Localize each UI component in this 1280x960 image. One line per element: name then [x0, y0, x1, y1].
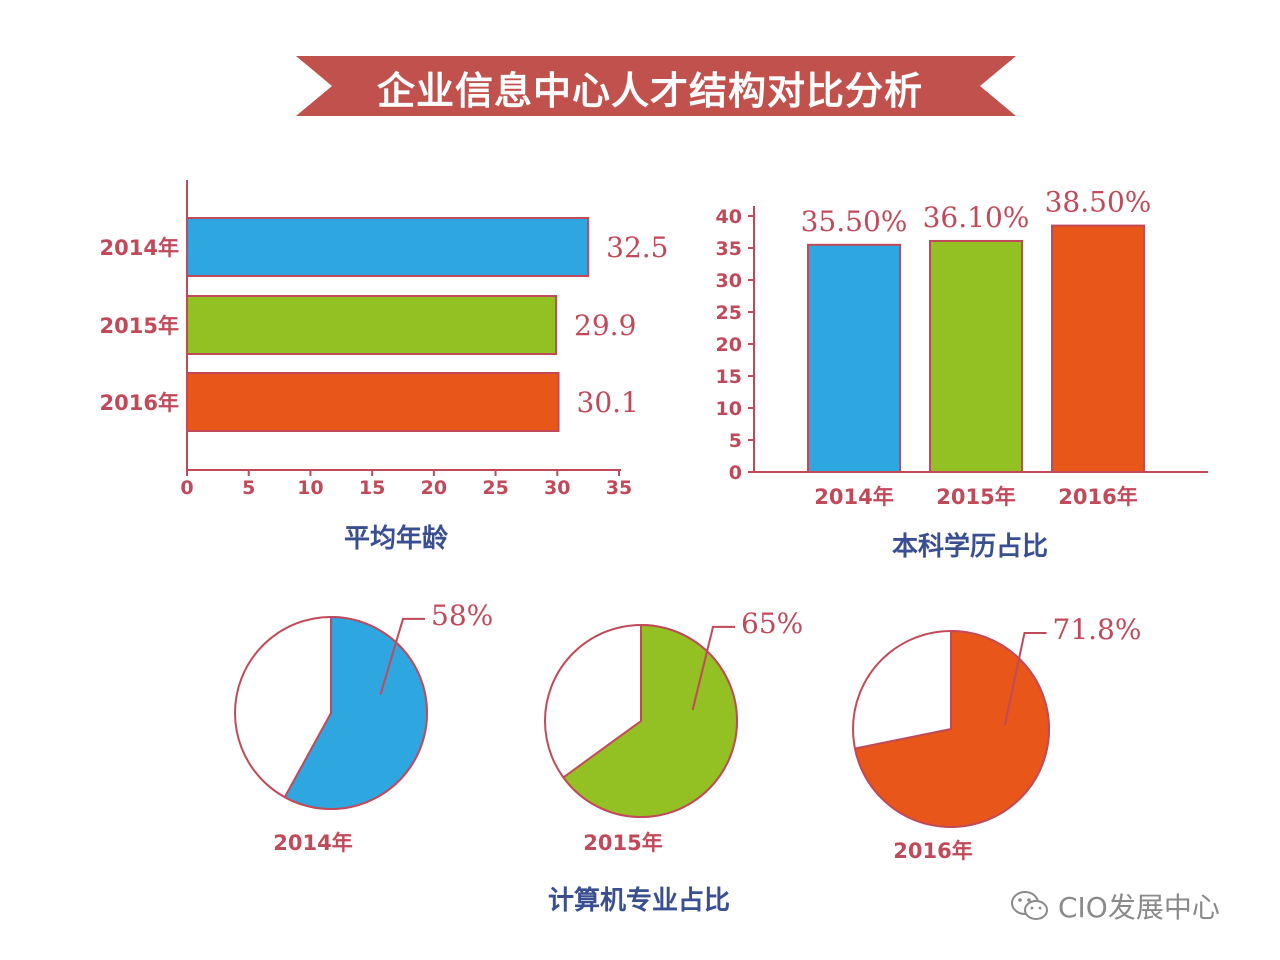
value-label: 65%: [741, 607, 803, 640]
leader-line: [1003, 631, 1047, 726]
wechat-icon: [1011, 891, 1048, 920]
pie-slice: [853, 629, 1050, 828]
y-tick-label: 10: [716, 398, 742, 420]
banner-ribbon: [296, 56, 1016, 116]
pie-slice: [283, 615, 428, 810]
category-label: 2014年: [100, 236, 179, 260]
x-tick-label: 25: [482, 477, 508, 499]
x-tick-label: 30: [544, 477, 570, 499]
x-tick-label: 10: [297, 477, 323, 499]
category-label: 2016年: [1058, 485, 1137, 509]
cs-major-pie-charts: 58% 2014年 65% 2015年 71.8% 2016年: [234, 599, 1142, 863]
y-tick-label: 35: [716, 238, 742, 260]
y-tick-label: 15: [716, 366, 742, 388]
title-banner: [296, 56, 1016, 116]
page-title: 企业信息中心人才结构对比分析: [376, 68, 923, 113]
watermark: CIO发展中心: [1010, 884, 1260, 928]
pie-slice: [561, 623, 738, 818]
y-tick-label: 20: [716, 334, 742, 356]
x-tick-label: 0: [180, 477, 193, 499]
category-label: 2014年: [273, 831, 352, 855]
bachelor-ratio-bar-chart: 0 5 10 15 20 25 30 35 40 35.50% 2014年 36.10% 2015年 38…: [716, 186, 1208, 509]
value-label: 29.9: [574, 309, 636, 342]
value-label: 58%: [431, 599, 493, 632]
bar: [186, 295, 558, 355]
x-tick-label: 35: [606, 477, 632, 499]
y-tick-label: 25: [716, 302, 742, 324]
category-label: 2015年: [100, 314, 179, 338]
avg-age-bar-chart: 0 5 10 15 20 25 30 35 2014年 32.5 2015年 29.9 2016年 30.…: [100, 180, 668, 499]
value-label: 32.5: [606, 231, 668, 264]
avg-age-caption: 平均年龄: [344, 524, 449, 554]
value-label: 30.1: [577, 386, 639, 419]
watermark-text: CIO发展中心: [1058, 891, 1220, 924]
category-label: 2016年: [893, 839, 972, 863]
category-label: 2016年: [100, 391, 179, 415]
bar: [929, 239, 1023, 473]
bar: [186, 372, 560, 432]
y-tick-label: 40: [716, 206, 742, 228]
bar: [1051, 224, 1145, 473]
category-label: 2015年: [936, 485, 1015, 509]
y-tick-label: 0: [729, 462, 742, 484]
x-tick-label: 5: [242, 477, 255, 499]
bar: [186, 217, 590, 277]
leader-line: [691, 625, 735, 711]
value-label: 71.8%: [1053, 613, 1142, 646]
value-label: 35.50%: [801, 205, 908, 238]
x-tick-label: 20: [421, 477, 447, 499]
value-label: 36.10%: [923, 201, 1030, 234]
category-label: 2014年: [814, 485, 893, 509]
bachelor-ratio-caption: 本科学历占比: [892, 532, 1049, 562]
y-tick-label: 30: [716, 270, 742, 292]
value-label: 38.50%: [1045, 186, 1152, 219]
x-tick-label: 15: [359, 477, 385, 499]
y-tick-label: 5: [729, 430, 742, 452]
bar: [807, 243, 901, 473]
cs-major-caption: 计算机专业占比: [548, 886, 731, 916]
category-label: 2015年: [583, 831, 662, 855]
leader-line: [379, 617, 425, 695]
